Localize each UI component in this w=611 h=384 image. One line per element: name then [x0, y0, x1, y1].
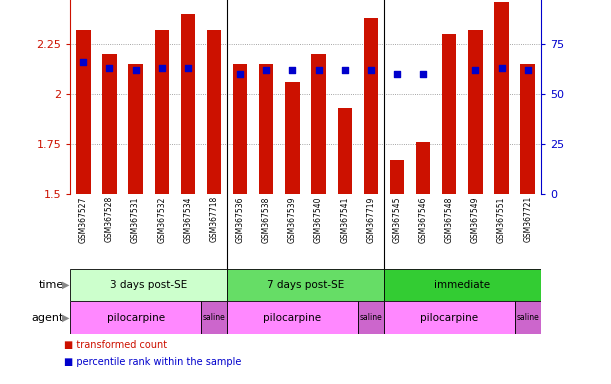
Point [104, 65, 114, 71]
Text: GSM367718: GSM367718 [210, 196, 219, 242]
Text: pilocarpine: pilocarpine [263, 313, 321, 323]
Text: GSM367549: GSM367549 [471, 196, 480, 243]
Text: ▶: ▶ [62, 313, 69, 323]
Bar [468, 30, 483, 194]
Point [419, 71, 428, 77]
Bar [384, 301, 514, 334]
Text: 7 days post-SE: 7 days post-SE [267, 280, 344, 290]
Text: GSM367541: GSM367541 [340, 196, 349, 243]
Point [262, 67, 271, 73]
Bar [76, 30, 90, 194]
Text: GSM367538: GSM367538 [262, 196, 271, 243]
Point [497, 65, 507, 71]
Bar [259, 64, 274, 194]
Text: GSM367534: GSM367534 [183, 196, 192, 243]
Bar [285, 82, 299, 194]
Text: ▶: ▶ [62, 280, 69, 290]
Text: GSM367532: GSM367532 [157, 196, 166, 243]
Bar [128, 64, 143, 194]
Text: time: time [39, 280, 64, 290]
Bar [102, 54, 117, 194]
Text: saline: saline [359, 313, 382, 322]
Bar [364, 18, 378, 194]
Bar [416, 142, 430, 194]
Point [470, 67, 480, 73]
Text: agent: agent [32, 313, 64, 323]
Text: GSM367546: GSM367546 [419, 196, 428, 243]
Text: ■ transformed count: ■ transformed count [64, 340, 167, 350]
Text: GSM367540: GSM367540 [314, 196, 323, 243]
Point [78, 59, 88, 65]
Bar [201, 301, 227, 334]
Text: pilocarpine: pilocarpine [420, 313, 478, 323]
Text: GSM367551: GSM367551 [497, 196, 506, 243]
Text: GSM367548: GSM367548 [445, 196, 454, 243]
Bar [70, 301, 201, 334]
Text: GSM367719: GSM367719 [367, 196, 375, 243]
Point [288, 67, 298, 73]
Point [235, 71, 245, 77]
Text: GSM367545: GSM367545 [392, 196, 401, 243]
Text: GSM367721: GSM367721 [523, 196, 532, 242]
Text: GSM367527: GSM367527 [79, 196, 88, 243]
Bar [514, 301, 541, 334]
Text: saline: saline [516, 313, 539, 322]
Point [183, 65, 193, 71]
Bar [390, 160, 404, 194]
Text: GSM367531: GSM367531 [131, 196, 140, 243]
Bar [227, 269, 384, 301]
Bar [155, 30, 169, 194]
Bar [227, 301, 358, 334]
Point [366, 67, 376, 73]
Bar [181, 14, 195, 194]
Point [313, 67, 323, 73]
Bar [207, 30, 221, 194]
Bar [494, 2, 509, 194]
Bar [312, 54, 326, 194]
Bar [233, 64, 247, 194]
Text: saline: saline [203, 313, 225, 322]
Bar [337, 108, 352, 194]
Text: GSM367536: GSM367536 [236, 196, 244, 243]
Bar [384, 269, 541, 301]
Text: GSM367539: GSM367539 [288, 196, 297, 243]
Point [392, 71, 402, 77]
Text: pilocarpine: pilocarpine [106, 313, 165, 323]
Text: ■ percentile rank within the sample: ■ percentile rank within the sample [64, 357, 241, 367]
Bar [442, 34, 456, 194]
Point [340, 67, 349, 73]
Text: 3 days post-SE: 3 days post-SE [110, 280, 188, 290]
Bar [521, 64, 535, 194]
Point [157, 65, 167, 71]
Bar [358, 301, 384, 334]
Bar [70, 269, 227, 301]
Text: GSM367528: GSM367528 [105, 196, 114, 242]
Point [523, 67, 533, 73]
Point [131, 67, 141, 73]
Text: immediate: immediate [434, 280, 491, 290]
